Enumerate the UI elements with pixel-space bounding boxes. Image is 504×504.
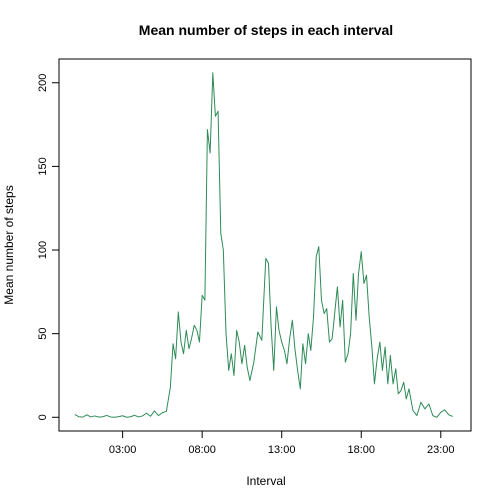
series-line-mean-steps bbox=[74, 72, 453, 418]
x-tick-label: 13:00 bbox=[268, 444, 296, 456]
y-axis: 0 50 100 150 200 bbox=[37, 74, 59, 420]
x-tick-label: 08:00 bbox=[188, 444, 216, 456]
x-tick-label: 18:00 bbox=[347, 444, 375, 456]
y-tick-label: 150 bbox=[37, 157, 49, 175]
y-axis-label: Mean number of steps bbox=[2, 185, 16, 304]
y-tick-label: 50 bbox=[37, 328, 49, 340]
x-tick-label: 03:00 bbox=[109, 444, 137, 456]
x-tick-label: 23:00 bbox=[427, 444, 455, 456]
x-axis-label: Interval bbox=[246, 474, 285, 488]
y-tick-label: 200 bbox=[37, 74, 49, 92]
plot-frame bbox=[58, 58, 472, 432]
y-tick-label: 0 bbox=[37, 414, 49, 420]
x-axis: 03:00 08:00 13:00 18:00 23:00 bbox=[109, 431, 455, 456]
chart-title: Mean number of steps in each interval bbox=[139, 22, 393, 38]
y-tick-label: 100 bbox=[37, 241, 49, 259]
